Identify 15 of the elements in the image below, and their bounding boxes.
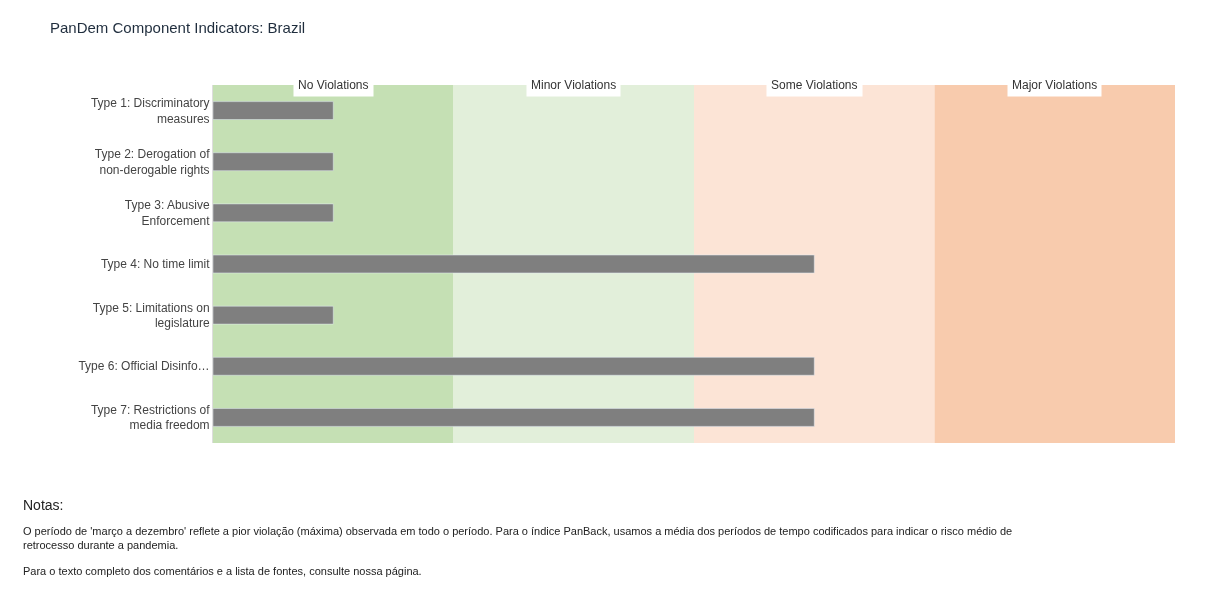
text: O período de 'março a dezembro' reflete a pior violação (máxima) observada em todo o período. Para o índice PanBack, usamos a média dos períodos de tempo codificados para indicar o risco médio de retrocesso durante a pandemia. bbox=[23, 525, 1013, 552]
y-tick-label: Type 3: Abusive Enforcement bbox=[124, 198, 211, 228]
y-tick-label: Type 2: Derogation of non-derogable rights bbox=[94, 147, 211, 177]
band-label: Some Violations bbox=[771, 78, 858, 92]
band-label: No Violations bbox=[298, 78, 369, 92]
y-tick-label: Type 6: Official Disinfo… bbox=[78, 359, 210, 374]
y-tick-label: Type 4: No time limit bbox=[100, 257, 211, 272]
chart-title: PanDem Component Indicators: Brazil bbox=[50, 18, 306, 36]
y-tick-label: Type 1: Discriminatory measures bbox=[90, 95, 210, 126]
y-tick-label: Type 7: Restrictions of media freedom bbox=[90, 402, 211, 433]
y-tick-label: Type 5: Limitations on legislature bbox=[92, 300, 210, 331]
band-label: Minor Violations bbox=[531, 78, 617, 92]
text: Para o texto completo dos comentários e a lista de fontes, consulte nossa página. bbox=[23, 565, 422, 577]
text: Notas: bbox=[23, 497, 64, 513]
band-label: Major Violations bbox=[1012, 78, 1098, 92]
